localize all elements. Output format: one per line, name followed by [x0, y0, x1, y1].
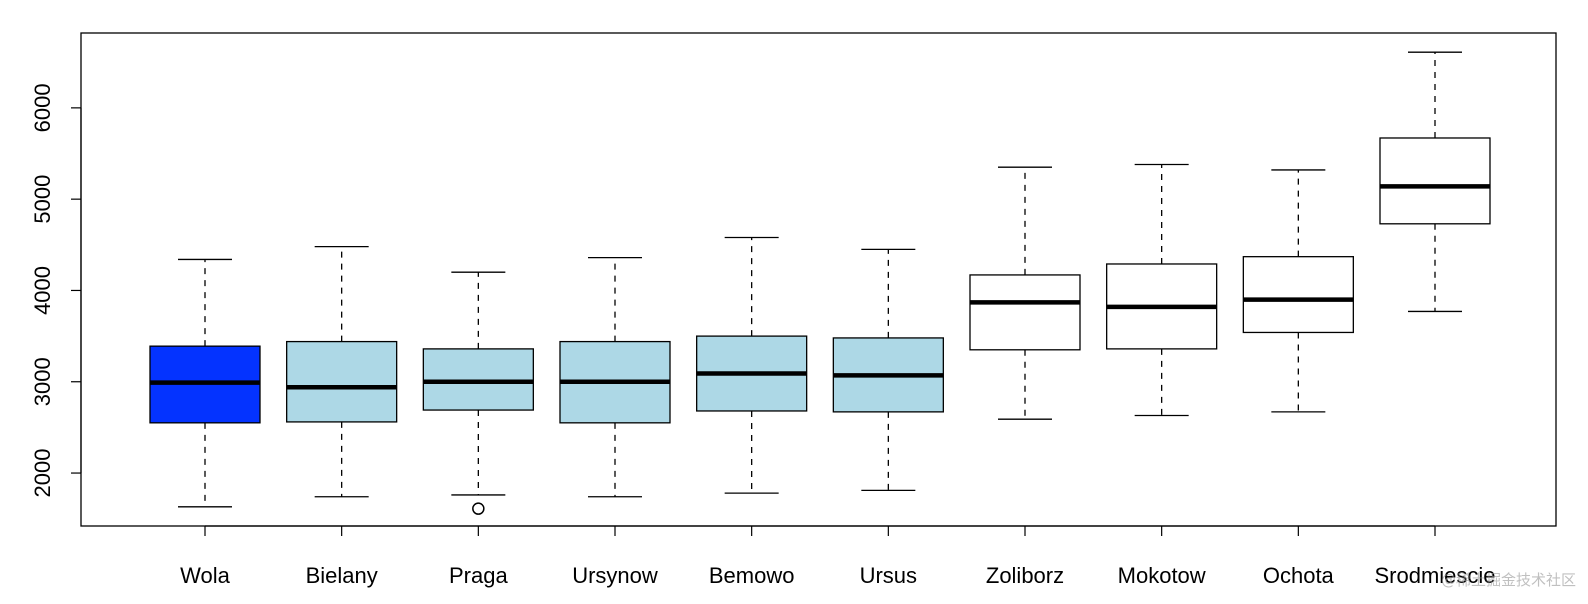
x-tick-label: Srodmiescie	[1374, 563, 1495, 588]
box-wola	[149, 258, 261, 508]
y-axis: 2000 3000 4000 5000 6000	[30, 83, 82, 498]
boxes-group	[149, 51, 1491, 515]
outlier-point	[472, 502, 485, 515]
y-tick-label: 5000	[30, 175, 55, 224]
y-tick-label: 4000	[30, 266, 55, 315]
x-tick-label: Bemowo	[709, 563, 795, 588]
box-srodmiescie	[1379, 51, 1491, 313]
box-bemowo	[696, 236, 808, 494]
y-tick-label: 2000	[30, 449, 55, 498]
watermark: @稀土掘金技术社区	[1440, 571, 1576, 589]
box-zoliborz	[969, 166, 1081, 420]
x-tick-label: Bielany	[306, 563, 378, 588]
iqr-box	[969, 274, 1081, 351]
box-bielany	[286, 245, 398, 498]
x-tick-label: Zoliborz	[986, 563, 1064, 588]
box-mokotow	[1106, 163, 1218, 417]
iqr-box	[1242, 256, 1354, 334]
x-tick-label: Praga	[449, 563, 508, 588]
x-tick-label: Ursynow	[572, 563, 658, 588]
x-tick-label: Mokotow	[1118, 563, 1206, 588]
box-ursynow	[559, 256, 671, 498]
x-tick-label: Ursus	[860, 563, 917, 588]
y-tick-label: 6000	[30, 83, 55, 132]
iqr-box	[286, 340, 398, 423]
box-ochota	[1242, 169, 1354, 413]
iqr-box	[1379, 137, 1491, 225]
box-praga	[422, 271, 534, 515]
x-axis: Wola Bielany Praga Ursynow Bemowo Ursus Zolibo…	[180, 525, 1496, 588]
y-tick-label: 3000	[30, 357, 55, 406]
x-tick-label: Ochota	[1263, 563, 1335, 588]
iqr-box	[422, 348, 534, 411]
x-tick-label: Wola	[180, 563, 230, 588]
box-ursus	[832, 248, 944, 492]
